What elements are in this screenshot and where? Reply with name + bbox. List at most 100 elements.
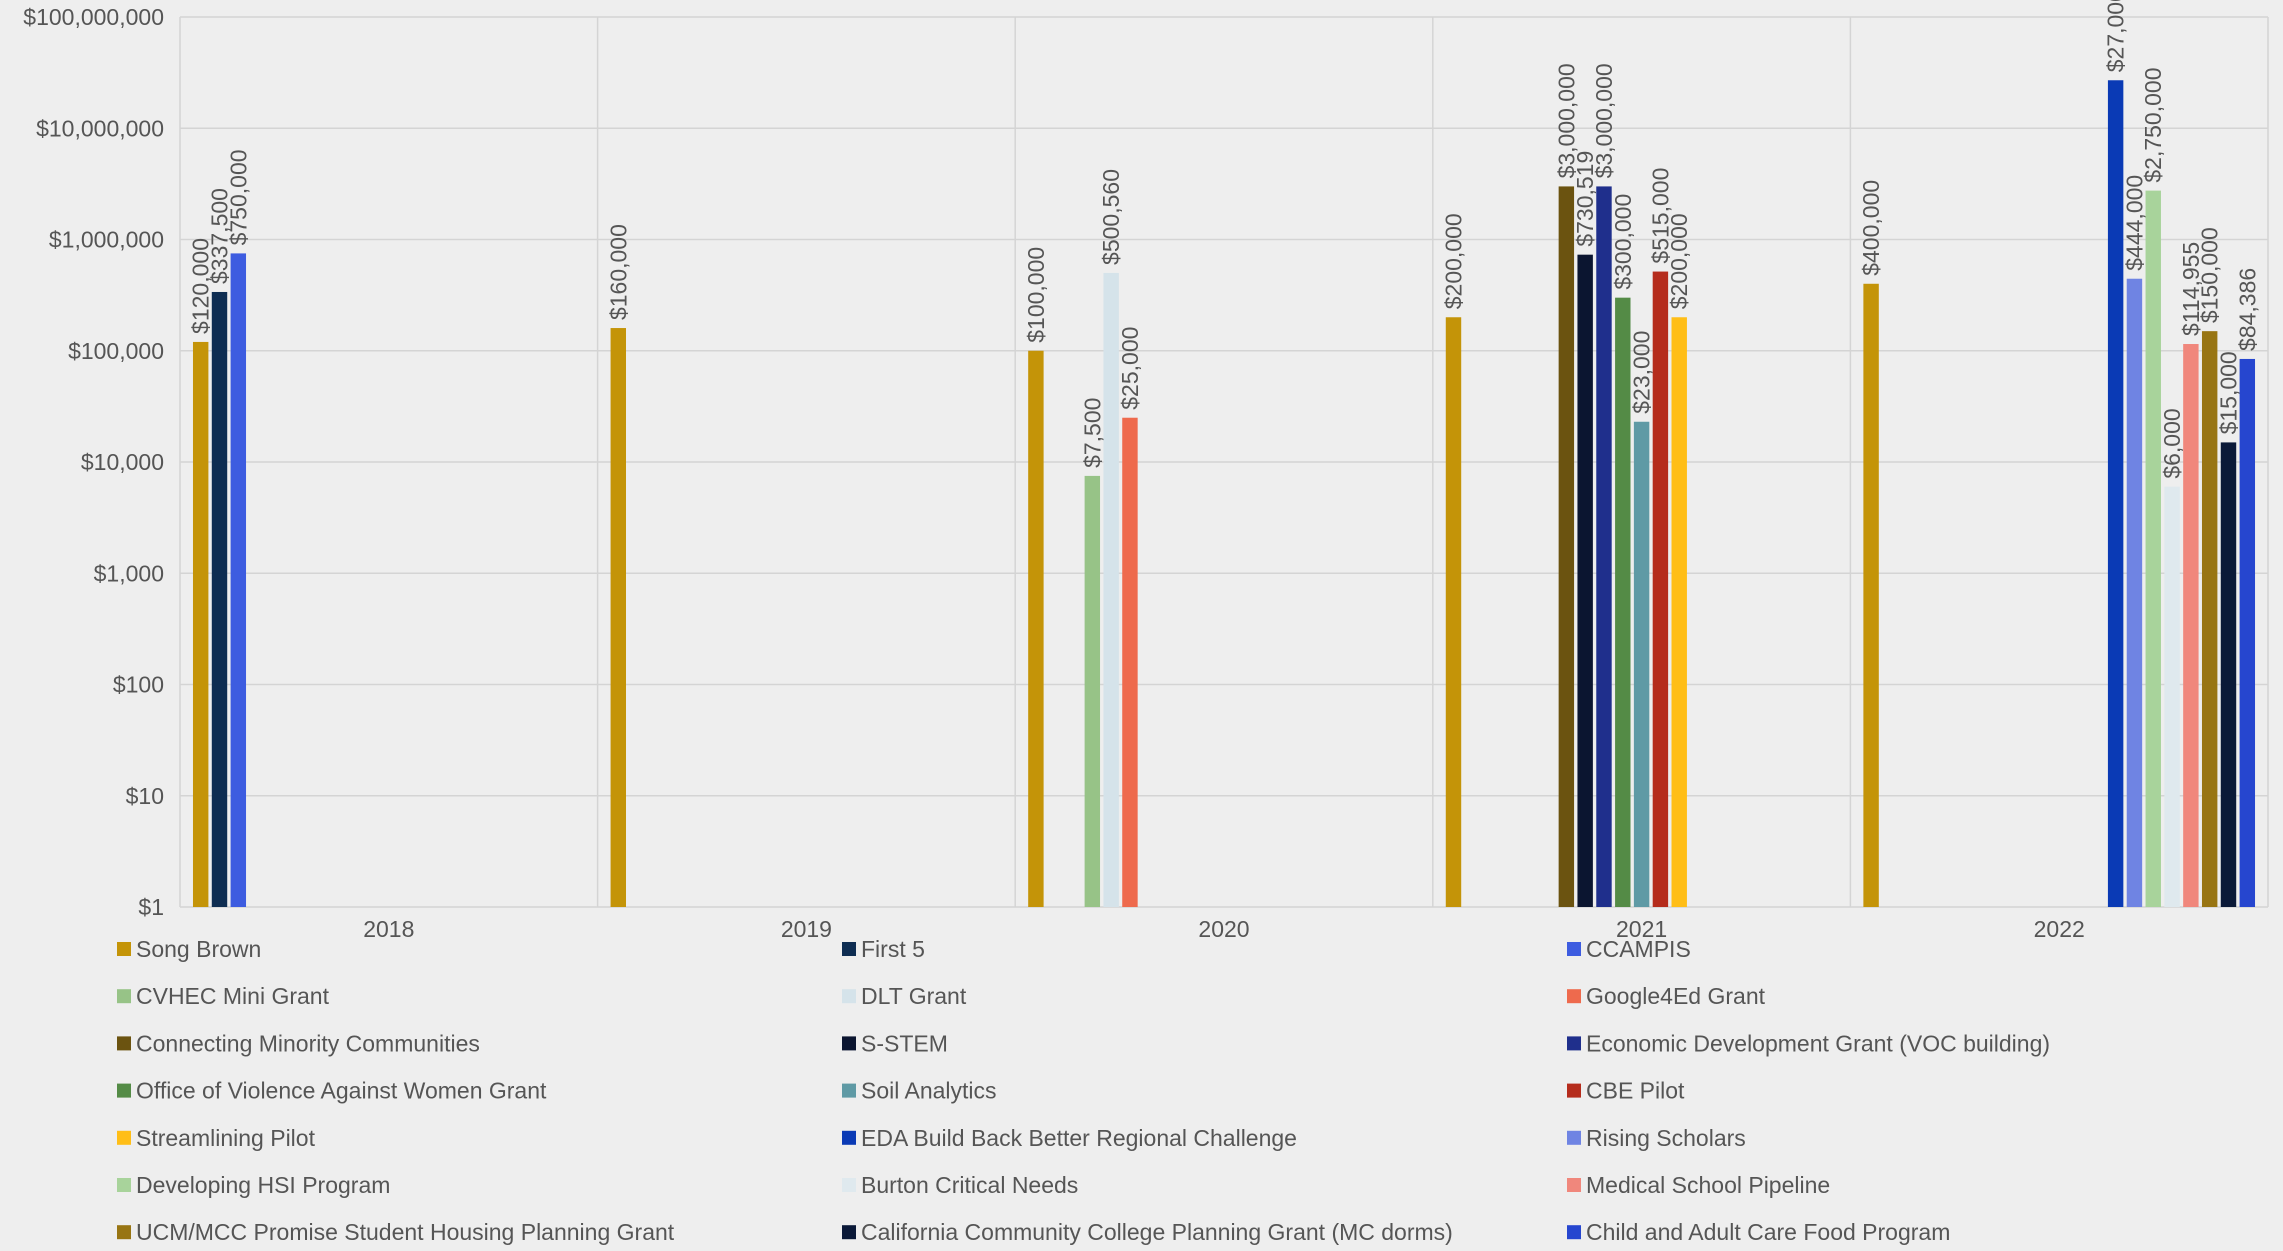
data-label: $200,000 — [1440, 213, 1466, 309]
legend-item: DLT Grant — [842, 983, 967, 1009]
y-tick-label: $100,000 — [68, 338, 164, 364]
legend-label: S-STEM — [861, 1030, 948, 1056]
bars — [192, 80, 2256, 908]
data-label: $160,000 — [605, 224, 631, 320]
data-label: $444,000 — [2121, 175, 2147, 271]
legend-swatch — [1567, 1130, 1581, 1145]
bar — [1445, 317, 1462, 908]
legend-label: Connecting Minority Communities — [136, 1030, 480, 1056]
legend-item: Song Brown — [117, 936, 261, 962]
bar — [2239, 358, 2256, 908]
bar — [610, 328, 627, 908]
bar — [1652, 271, 1669, 908]
y-tick-label: $100 — [113, 672, 164, 698]
legend-swatch — [842, 1130, 856, 1145]
legend-item: Office of Violence Against Women Grant — [117, 1078, 547, 1104]
legend-swatch — [117, 1036, 131, 1051]
legend-swatch — [842, 942, 856, 956]
legend-label: EDA Build Back Better Regional Challenge — [861, 1125, 1297, 1151]
data-label: $84,386 — [2234, 268, 2260, 351]
legend-swatch — [1567, 1036, 1581, 1051]
x-tick-label: 2019 — [781, 916, 832, 942]
bar — [1577, 254, 1593, 907]
y-tick-label: $10,000,000 — [36, 115, 164, 141]
legend-label: Medical School Pipeline — [1586, 1172, 1830, 1198]
y-tick-label: $1 — [138, 894, 164, 920]
data-label: $300,000 — [1610, 194, 1636, 290]
legend-swatch — [842, 1225, 856, 1240]
x-tick-label: 2018 — [363, 916, 414, 942]
bar — [1633, 421, 1650, 907]
data-label: $500,560 — [1098, 169, 1124, 265]
legend-swatch — [842, 989, 856, 1004]
bar — [1558, 186, 1575, 907]
data-label: $730,519 — [1572, 151, 1598, 247]
legend-swatch — [117, 1130, 131, 1145]
legend-item: Streamlining Pilot — [117, 1125, 316, 1151]
data-label: $15,000 — [2215, 351, 2241, 434]
data-label: $750,000 — [225, 149, 251, 245]
legend-item: Soil Analytics — [842, 1078, 997, 1104]
legend-item: Burton Critical Needs — [842, 1172, 1078, 1198]
legend-swatch — [117, 1083, 131, 1098]
legend-item: Economic Development Grant (VOC building… — [1567, 1030, 2050, 1056]
x-tick-label: 2020 — [1198, 916, 1249, 942]
bar — [2164, 486, 2180, 907]
legend-swatch — [842, 1178, 856, 1192]
data-label: $400,000 — [1858, 180, 1884, 276]
legend-swatch — [842, 1036, 856, 1051]
data-label: $337,500 — [207, 188, 233, 284]
data-label: $200,000 — [1666, 213, 1692, 309]
legend-item: California Community College Planning Gr… — [842, 1219, 1453, 1245]
data-label: $100,000 — [1023, 247, 1049, 343]
x-axis: 2018 2019 2020 2021 2022 — [363, 916, 2085, 942]
legend-swatch — [117, 989, 131, 1004]
bar — [2126, 278, 2143, 907]
bar — [2220, 442, 2237, 907]
data-label: $25,000 — [1117, 327, 1143, 410]
legend-label: DLT Grant — [861, 983, 967, 1009]
legend-label: Rising Scholars — [1586, 1125, 1746, 1151]
legend-item: CBE Pilot — [1567, 1078, 1685, 1104]
legend-item: CVHEC Mini Grant — [117, 983, 330, 1009]
bar — [1671, 317, 1687, 908]
bar — [2107, 80, 2124, 907]
data-label: $6,000 — [2159, 408, 2185, 478]
legend-item: Medical School Pipeline — [1567, 1172, 1830, 1198]
legend-label: California Community College Planning Gr… — [861, 1219, 1453, 1245]
bar — [230, 253, 247, 908]
data-label: $7,500 — [1079, 398, 1105, 468]
legend-label: CVHEC Mini Grant — [136, 983, 330, 1009]
legend-item: Child and Adult Care Food Program — [1567, 1219, 1950, 1245]
data-label: $3,000,000 — [1591, 63, 1617, 178]
data-label: $3,000,000 — [1553, 63, 1579, 178]
legend-item: UCM/MCC Promise Student Housing Planning… — [117, 1219, 675, 1245]
grid-layer — [179, 16, 2269, 908]
bar — [1028, 350, 1044, 907]
legend: Song Brown First 5 CCAMPIS CVHEC Mini Grant… — [117, 936, 2050, 1245]
bar — [1084, 475, 1101, 907]
data-label: $515,000 — [1647, 168, 1673, 264]
legend-swatch — [1567, 1178, 1581, 1192]
legend-label: Song Brown — [136, 936, 261, 962]
legend-label: First 5 — [861, 936, 925, 962]
legend-label: Google4Ed Grant — [1586, 983, 1766, 1009]
x-tick-label: 2021 — [1616, 916, 1667, 942]
legend-label: UCM/MCC Promise Student Housing Planning… — [136, 1219, 675, 1245]
y-axis: $1 $10 $100 $1,000 $10,000 $100,000 $1,000,000… — [23, 4, 164, 920]
bar — [2201, 331, 2218, 907]
legend-swatch — [1567, 1225, 1581, 1240]
data-label: $27,000,000 — [2103, 0, 2129, 72]
data-labels: $120,000 $160,000 $100,000 $200,000 $400,000… — [188, 0, 2261, 479]
legend-item: Google4Ed Grant — [1567, 983, 1766, 1009]
data-label: $120,000 — [188, 238, 214, 334]
bar — [192, 341, 209, 907]
legend-item: Developing HSI Program — [117, 1172, 390, 1198]
legend-swatch — [1567, 989, 1581, 1004]
legend-swatch — [842, 1083, 856, 1098]
bar — [2183, 344, 2199, 908]
legend-label: Burton Critical Needs — [861, 1172, 1078, 1198]
y-tick-label: $10 — [126, 783, 164, 809]
legend-swatch — [117, 1225, 131, 1240]
